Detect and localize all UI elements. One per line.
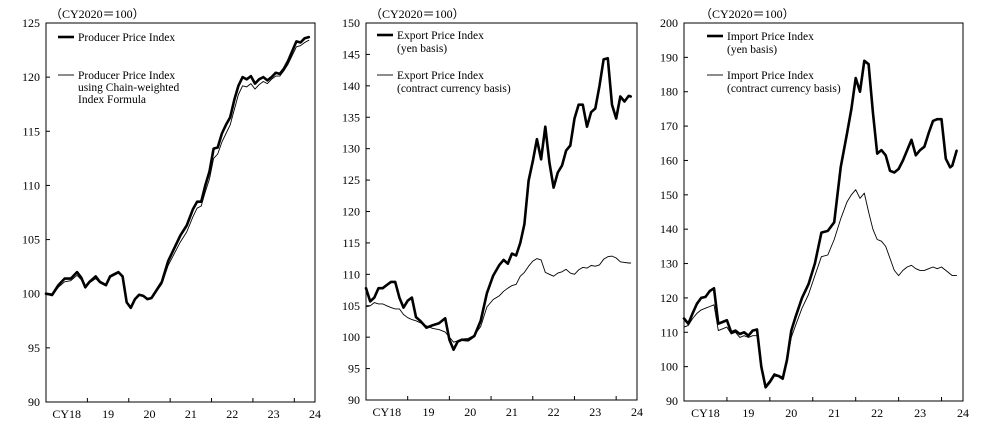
legend-label: (yen basis) — [397, 43, 447, 55]
y-tick-label: 90 — [28, 395, 40, 409]
y-tick-label: 115 — [342, 236, 360, 250]
y-tick-label: 140 — [342, 79, 360, 93]
x-tick-label: CY18 — [52, 407, 81, 421]
x-tick-label: 24 — [309, 407, 321, 421]
chart-panel-1: （CY2020＝100） 90 95 100 105 110 115 120 125 CY18 19… — [22, 7, 321, 421]
y-tick-label: 180 — [660, 85, 678, 99]
y-tick-label: 100 — [342, 330, 360, 344]
x-tick-label: 21 — [506, 405, 518, 419]
y-tick-label: 125 — [342, 173, 360, 187]
y-tick-label: 150 — [342, 16, 360, 30]
x-tick-label: 24 — [957, 406, 969, 420]
unit-label: （CY2020＝100） — [700, 7, 795, 21]
legend-label: Export Price Index — [397, 30, 484, 42]
y-tick-label: 90 — [666, 394, 678, 408]
x-tick-label: 23 — [589, 405, 601, 419]
y-tick-label: 120 — [22, 70, 40, 84]
series-line-2 — [683, 189, 958, 386]
y-tick-label: 130 — [660, 257, 678, 271]
x-tick-label: 22 — [548, 405, 560, 419]
series-line-1 — [682, 59, 958, 389]
x-tick-label: 23 — [914, 406, 926, 420]
chart-panel-3: （CY2020＝100） 90 100 110 120 130 140 150 160 170 18… — [660, 7, 969, 420]
y-tick-label: 145 — [342, 47, 360, 61]
series-line-1 — [44, 35, 311, 310]
y-tick-label: 120 — [342, 205, 360, 219]
legend-label: Producer Price Index — [78, 70, 175, 82]
y-tick-label: 105 — [342, 299, 360, 313]
legend-label: Import Price Index — [727, 70, 814, 82]
x-tick-label: 19 — [742, 406, 754, 420]
legend-label: Export Price Index — [397, 70, 484, 82]
y-tick-label: 105 — [22, 233, 40, 247]
legend-label: (contract currency basis) — [397, 83, 511, 95]
legend-entry-1: Export Price Index(yen basis) — [377, 30, 484, 55]
legend-label: Producer Price Index — [78, 32, 175, 44]
y-tick-label: 140 — [660, 222, 678, 236]
legend-label: (contract currency basis) — [727, 83, 841, 95]
y-tick-label: 130 — [342, 142, 360, 156]
x-tick-label: 20 — [143, 407, 155, 421]
x-tick-label: CY18 — [691, 406, 720, 420]
plot-frame — [45, 22, 316, 403]
series-line-2 — [365, 255, 632, 343]
x-tick-label: 22 — [871, 406, 883, 420]
y-tick-label: 110 — [660, 325, 678, 339]
y-tick-label: 170 — [660, 119, 678, 133]
unit-label: （CY2020＝100） — [50, 7, 145, 21]
x-tick-label: 19 — [102, 407, 114, 421]
legend-entry-2: Import Price Index(contract currency bas… — [707, 70, 841, 95]
plot-frame — [683, 22, 964, 402]
legend-label: Index Formula — [78, 94, 146, 106]
y-tick-label: 115 — [22, 124, 40, 138]
y-tick-label: 190 — [660, 50, 678, 64]
y-tick-label: 120 — [660, 291, 678, 305]
y-tick-label: 90 — [348, 393, 360, 407]
y-tick-label: 110 — [342, 267, 360, 281]
unit-label: （CY2020＝100） — [370, 7, 465, 21]
x-tick-label: 21 — [828, 406, 840, 420]
series-line-1 — [364, 56, 633, 352]
legend-entry-1: Producer Price Index — [58, 32, 175, 44]
x-tick-label: 21 — [185, 407, 197, 421]
x-tick-label: 24 — [631, 405, 643, 419]
y-tick-label: 110 — [22, 178, 40, 192]
y-tick-label: 100 — [22, 287, 40, 301]
y-tick-label: 135 — [342, 110, 360, 124]
y-tick-label: 95 — [348, 362, 360, 376]
legend-label: Import Price Index — [727, 31, 814, 43]
x-tick-label: 23 — [268, 407, 280, 421]
x-tick-label: 22 — [226, 407, 238, 421]
legend-label: using Chain-weighted — [78, 82, 179, 94]
legend-label: (yen basis) — [727, 44, 777, 56]
y-tick-label: 150 — [660, 188, 678, 202]
chart-panel-2: （CY2020＝100） 90 95 100 105 110 115 120 125 130 135… — [342, 7, 643, 419]
y-tick-label: 100 — [660, 360, 678, 374]
x-tick-label: 20 — [464, 405, 476, 419]
x-tick-label: 19 — [423, 405, 435, 419]
x-tick-label: 20 — [785, 406, 797, 420]
y-tick-label: 160 — [660, 153, 678, 167]
y-tick-label: 200 — [660, 16, 678, 30]
x-tick-label: CY18 — [373, 405, 402, 419]
y-tick-label: 125 — [22, 16, 40, 30]
y-tick-label: 95 — [28, 341, 40, 355]
legend-entry-1: Import Price Index(yen basis) — [707, 31, 814, 56]
legend-entry-2: Export Price Index(contract currency bas… — [377, 70, 511, 95]
